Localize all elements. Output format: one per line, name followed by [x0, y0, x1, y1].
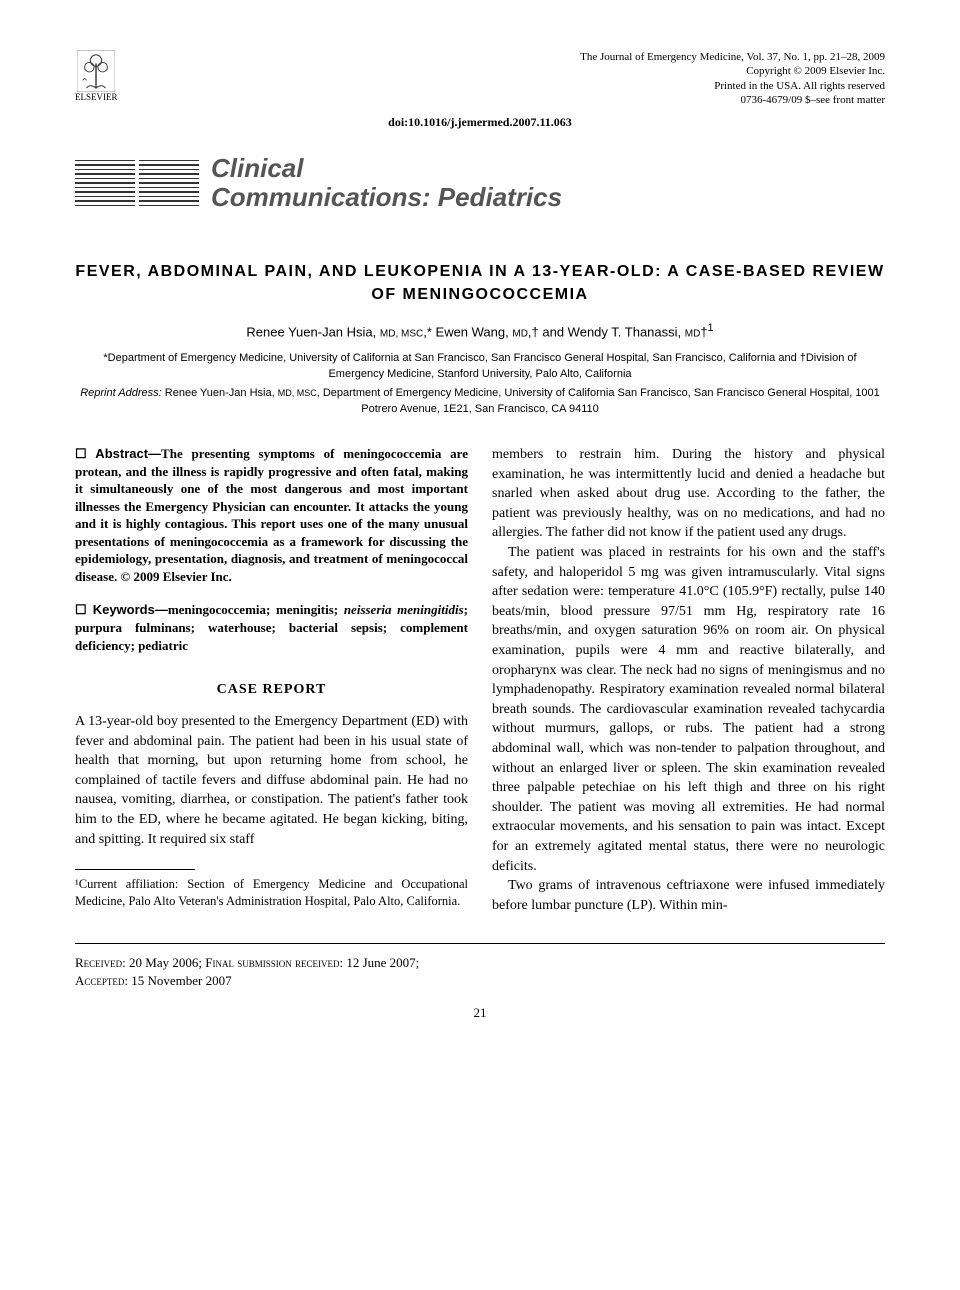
page: ELSEVIER The Journal of Emergency Medici…	[0, 0, 960, 1290]
case-para-1: A 13-year-old boy presented to the Emerg…	[75, 712, 468, 849]
top-header: ELSEVIER The Journal of Emergency Medici…	[75, 50, 885, 107]
banner-rule-icon	[75, 160, 199, 207]
bottom-rule	[75, 943, 885, 944]
received-block: Received: 20 May 2006; Final submission …	[75, 954, 885, 990]
footnote-separator	[75, 869, 195, 870]
article-title: FEVER, ABDOMINAL PAIN, AND LEUKOPENIA IN…	[75, 261, 885, 306]
publisher-logo-label: ELSEVIER	[75, 92, 118, 102]
elsevier-tree-icon	[77, 50, 115, 92]
publisher-logo: ELSEVIER	[75, 50, 118, 102]
doi: doi:10.1016/j.jemermed.2007.11.063	[75, 115, 885, 130]
case-para-3: The patient was placed in restraints for…	[492, 543, 885, 876]
abstract-text: The presenting symptoms of meningococcem…	[75, 446, 468, 584]
copyright-line: Copyright © 2009 Elsevier Inc.	[580, 64, 885, 78]
two-column-body: ☐ Abstract—The presenting symptoms of me…	[75, 445, 885, 915]
keywords-label: ☐ Keywords—	[75, 602, 168, 617]
authors: Renee Yuen-Jan Hsia, MD, MSC,* Ewen Wang…	[75, 322, 885, 339]
issn-line: 0736-4679/09 $–see front matter	[580, 93, 885, 107]
affiliations: *Department of Emergency Medicine, Unive…	[75, 351, 885, 382]
abstract-label: ☐ Abstract—	[75, 446, 161, 461]
journal-citation: The Journal of Emergency Medicine, Vol. …	[580, 50, 885, 64]
left-column: ☐ Abstract—The presenting symptoms of me…	[75, 445, 468, 915]
printed-line: Printed in the USA. All rights reserved	[580, 79, 885, 93]
abstract: ☐ Abstract—The presenting symptoms of me…	[75, 445, 468, 585]
section-banner: ClinicalCommunications: Pediatrics	[75, 154, 885, 211]
section-banner-title: ClinicalCommunications: Pediatrics	[211, 154, 562, 211]
case-para-2: members to restrain him. During the hist…	[492, 445, 885, 543]
case-para-4: Two grams of intravenous ceftriaxone wer…	[492, 876, 885, 915]
keywords: ☐ Keywords—meningococcemia; meningitis; …	[75, 601, 468, 654]
publication-info: The Journal of Emergency Medicine, Vol. …	[580, 50, 885, 107]
right-column: members to restrain him. During the hist…	[492, 445, 885, 915]
reprint-address: Reprint Address: Renee Yuen-Jan Hsia, MD…	[75, 386, 885, 417]
case-report-heading: CASE REPORT	[75, 682, 468, 698]
footnote: ¹Current affiliation: Section of Emergen…	[75, 876, 468, 910]
page-number: 21	[75, 1005, 885, 1021]
